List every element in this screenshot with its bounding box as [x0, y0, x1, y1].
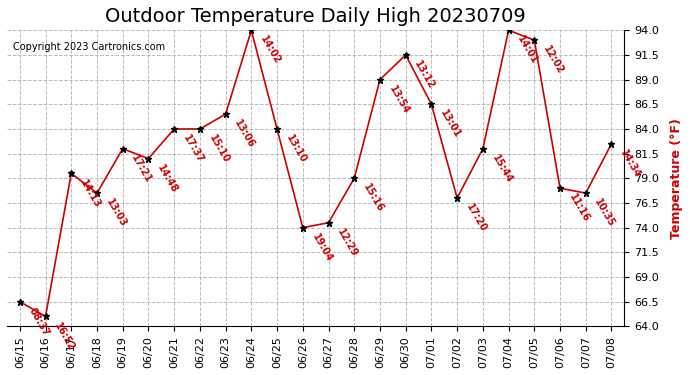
Text: 14:13: 14:13 — [78, 177, 102, 209]
Text: 15:10: 15:10 — [207, 133, 231, 165]
Text: 13:06: 13:06 — [233, 118, 257, 150]
Text: 13:10: 13:10 — [284, 133, 308, 165]
Text: 15:16: 15:16 — [361, 183, 385, 214]
Text: 11:16: 11:16 — [567, 192, 591, 224]
Text: 12:29: 12:29 — [335, 227, 359, 259]
Text: Copyright 2023 Cartronics.com: Copyright 2023 Cartronics.com — [13, 42, 165, 52]
Text: 08:37: 08:37 — [27, 306, 51, 338]
Text: 10:35: 10:35 — [593, 197, 617, 229]
Text: 13:12: 13:12 — [413, 59, 437, 91]
Text: 14:48: 14:48 — [155, 163, 179, 195]
Title: Outdoor Temperature Daily High 20230709: Outdoor Temperature Daily High 20230709 — [106, 7, 526, 26]
Text: 17:37: 17:37 — [181, 133, 205, 165]
Y-axis label: Temperature (°F): Temperature (°F) — [670, 118, 683, 239]
Text: 13:03: 13:03 — [104, 197, 128, 229]
Text: 17:20: 17:20 — [464, 202, 489, 234]
Text: 13:54: 13:54 — [387, 84, 411, 116]
Text: 19:04: 19:04 — [310, 232, 334, 264]
Text: 12:02: 12:02 — [541, 44, 565, 76]
Text: 14:01: 14:01 — [515, 34, 540, 66]
Text: 17:21: 17:21 — [130, 153, 154, 185]
Text: 16:52: 16:52 — [52, 321, 77, 352]
Text: 14:34: 14:34 — [618, 148, 642, 180]
Text: 13:01: 13:01 — [438, 108, 462, 140]
Text: 15:44: 15:44 — [490, 153, 514, 185]
Text: 14:02: 14:02 — [258, 34, 282, 66]
